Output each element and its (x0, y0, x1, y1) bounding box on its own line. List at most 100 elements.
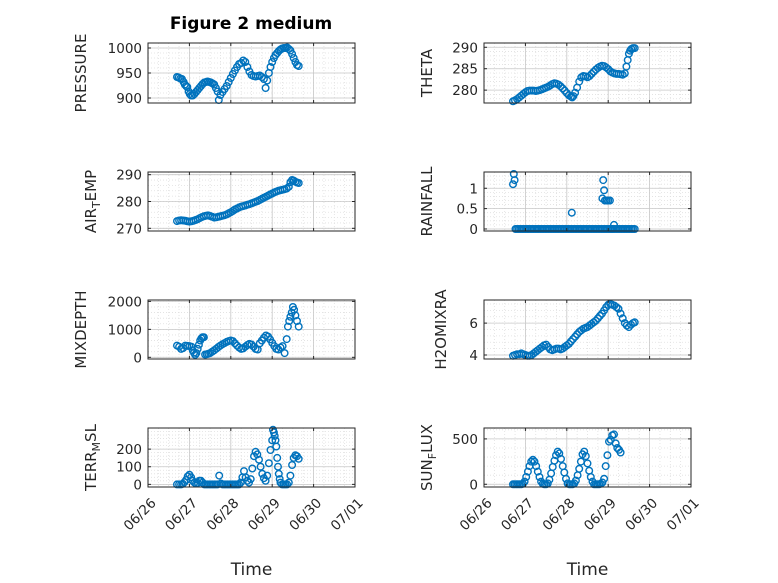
axes-box (483, 42, 692, 104)
subplot-theta: 280 285 290 THETA (418, 40, 692, 106)
data-point (243, 63, 252, 72)
x-tick-label: 06/30 (622, 495, 661, 534)
y-tick-label: 0 (469, 222, 478, 238)
data-point (268, 58, 277, 67)
data-series (509, 44, 639, 106)
x-axis-label: Time (230, 560, 273, 580)
data-point (261, 476, 270, 485)
x-tick-label: 06/27 (162, 495, 201, 534)
data-point (630, 44, 639, 53)
data-point (199, 333, 208, 342)
data-point (509, 180, 518, 189)
data-point (630, 224, 639, 233)
y-tick-label: 270 (116, 221, 142, 237)
subplot-mixdepth: 0 1000 2000 MIXDEPTH (72, 290, 356, 369)
data-point (288, 461, 297, 470)
y-tick-label: 1000 (108, 41, 142, 57)
data-point (274, 469, 283, 478)
data-point (528, 455, 537, 464)
data-point (286, 471, 295, 480)
data-point (192, 349, 201, 358)
subplot-sun-flux: 0 500 SUNFLUX 06/26 06/27 06/28 06/29 06/30 07/0… (418, 424, 703, 580)
y-tick-label: 2000 (108, 294, 142, 310)
data-point (280, 349, 289, 358)
y-axis-label: THETA (418, 48, 436, 98)
data-series (172, 303, 303, 359)
data-point (266, 63, 275, 72)
y-tick-label: 280 (452, 83, 478, 99)
data-point (608, 224, 617, 233)
data-series (509, 430, 625, 489)
data-point (222, 81, 231, 90)
data-point (294, 454, 303, 463)
data-point (270, 431, 279, 440)
data-point (282, 184, 291, 193)
x-tick-label: 07/01 (328, 495, 367, 534)
data-point (527, 457, 536, 466)
y-tick-label: 0.5 (457, 202, 478, 218)
y-axis-label: AIRTEMP (82, 170, 103, 233)
y-tick-label: 4 (469, 348, 478, 364)
data-point (289, 54, 298, 63)
data-point (630, 318, 639, 327)
x-tick-label: 06/28 (540, 495, 579, 534)
data-point (522, 473, 531, 482)
data-point (535, 473, 544, 482)
data-point (591, 316, 600, 325)
subplot-h2omixra: 4 6 H2OMIXRA (432, 289, 692, 370)
data-point (215, 471, 224, 480)
data-point (273, 453, 282, 462)
y-axis-label: MIXDEPTH (72, 290, 90, 368)
data-point (520, 477, 529, 486)
data-series (172, 425, 303, 489)
x-tick-label: 06/29 (581, 495, 620, 534)
data-point (523, 467, 532, 476)
data-series (509, 169, 639, 233)
data-point (193, 344, 202, 353)
data-point (600, 474, 609, 483)
subplot-pressure: 900 950 1000 PRESSURE (72, 34, 356, 113)
data-point (589, 318, 598, 327)
data-point (254, 455, 263, 464)
data-point (290, 305, 299, 314)
data-point (585, 71, 594, 80)
data-point (624, 323, 633, 332)
x-tick-label: 06/26 (457, 495, 496, 534)
data-point (180, 80, 189, 89)
data-point (180, 478, 189, 487)
data-point (283, 322, 292, 331)
data-point (263, 76, 272, 85)
axes-box (483, 171, 692, 232)
data-point (228, 337, 237, 346)
data-point (224, 77, 233, 86)
y-tick-label: 280 (116, 195, 142, 211)
y-axis-label: PRESSURE (72, 34, 90, 113)
data-point (618, 314, 627, 323)
data-point (253, 450, 262, 459)
data-point (263, 471, 272, 480)
data-point (610, 430, 619, 439)
data-point (284, 182, 293, 191)
data-point (614, 304, 623, 313)
data-point (575, 77, 584, 86)
data-point (530, 457, 539, 466)
data-point (605, 196, 614, 205)
data-point (569, 335, 578, 344)
data-point (600, 186, 609, 195)
data-point (611, 439, 620, 448)
data-point (616, 309, 625, 318)
y-tick-label: 290 (116, 168, 142, 184)
axes-box (147, 427, 356, 488)
data-point (586, 473, 595, 482)
data-point (247, 340, 256, 349)
axes-box (483, 299, 692, 360)
y-tick-label: 0 (133, 350, 142, 366)
data-point (557, 454, 566, 463)
data-point (283, 480, 292, 489)
data-point (294, 178, 303, 187)
data-point (183, 472, 192, 481)
y-tick-label: 100 (116, 460, 142, 476)
data-point (575, 464, 584, 473)
